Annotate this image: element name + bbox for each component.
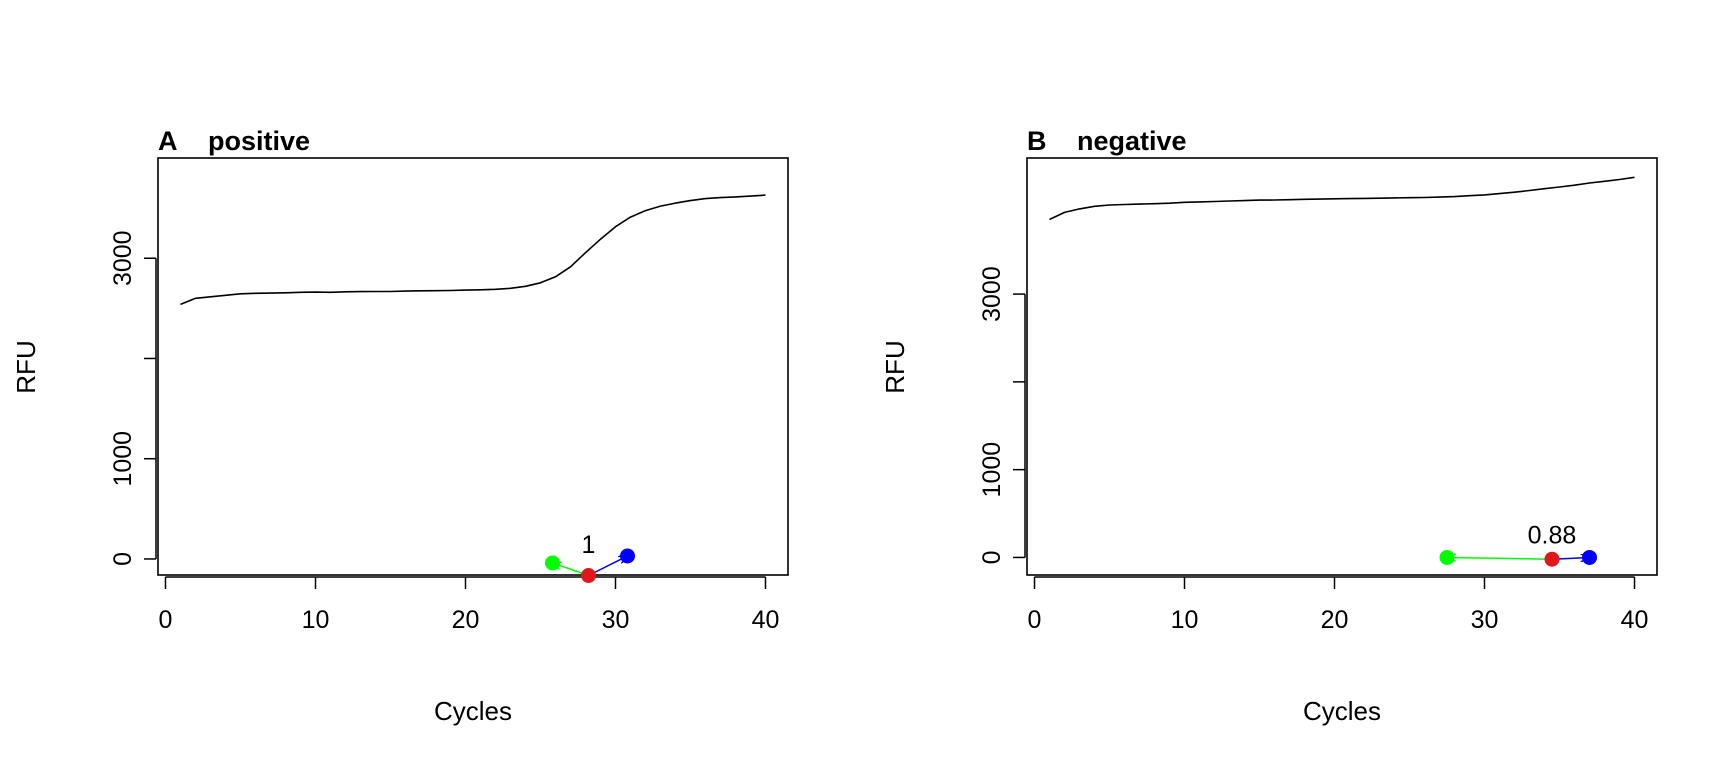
panel-b-y-tick-label: 1000 [978,442,1006,498]
panel-a-annotation: 1 [582,531,596,559]
panel-b-rfu-line [1049,176,1635,221]
panel-a-blue-point [620,548,635,564]
panel-a-green-point [545,555,560,571]
panel-b-x-axis: 0 10 20 30 40 [1028,576,1649,634]
panel-a-letter: A [158,126,178,156]
panel-b-annotation: 0.88 [1528,521,1577,549]
panel-b-y-axis: 0 1000 3000 [978,266,1026,564]
panel-b-letter: B [1027,126,1047,156]
panel-b-x-tick-label: 40 [1621,606,1649,634]
panel-a: A positive 0 10 20 30 40 0 1000 3000 Cycles RF… [11,126,789,726]
panel-a-title: positive [208,126,310,156]
panel-a-x-tick-label: 30 [602,606,630,634]
panel-a-y-axis: 0 1000 3000 [109,230,157,566]
panel-b-plot-area: 0.88 [1049,176,1635,567]
panel-a-y-tick-label: 0 [109,552,137,566]
panel-b-red-point [1544,551,1560,567]
panel-a-y-tick-label: 3000 [109,230,137,286]
panel-a-x-tick-label: 20 [452,606,480,634]
panel-a-y-tick-label: 1000 [109,431,137,487]
panel-b-x-tick-label: 30 [1471,606,1499,634]
panel-b-x-tick-label: 0 [1028,606,1042,634]
panel-a-rfu-line [180,194,766,306]
panel-b-title: negative [1077,126,1187,156]
panel-b-green-arrow [1447,557,1553,559]
panel-b-y-tick-label: 3000 [978,266,1006,322]
panel-b-y-label: RFU [880,340,910,393]
panel-a-x-tick-label: 40 [752,606,780,634]
panel-b-x-tick-label: 20 [1321,606,1349,634]
panel-b-x-label: Cycles [1303,696,1381,726]
panel-a-red-point [581,568,596,584]
panel-b-x-tick-label: 10 [1171,606,1199,634]
panel-a-x-axis: 0 10 20 30 40 [159,576,780,634]
panel-a-plot-box [157,157,789,576]
panel-b-plot-box [1026,157,1658,576]
panel-a-plot-area: 1 [180,194,766,584]
panel-b-green-point [1439,549,1455,565]
panel-a-x-tick-label: 0 [159,606,173,634]
panel-a-x-tick-label: 10 [302,606,330,634]
panel-a-x-label: Cycles [434,696,512,726]
panel-b-blue-point [1582,549,1597,565]
panel-b-y-tick-label: 0 [978,550,1006,564]
panel-a-y-label: RFU [11,340,41,393]
panel-b: B negative 0 10 20 30 40 0 1000 3000 Cycles RF… [880,126,1658,726]
